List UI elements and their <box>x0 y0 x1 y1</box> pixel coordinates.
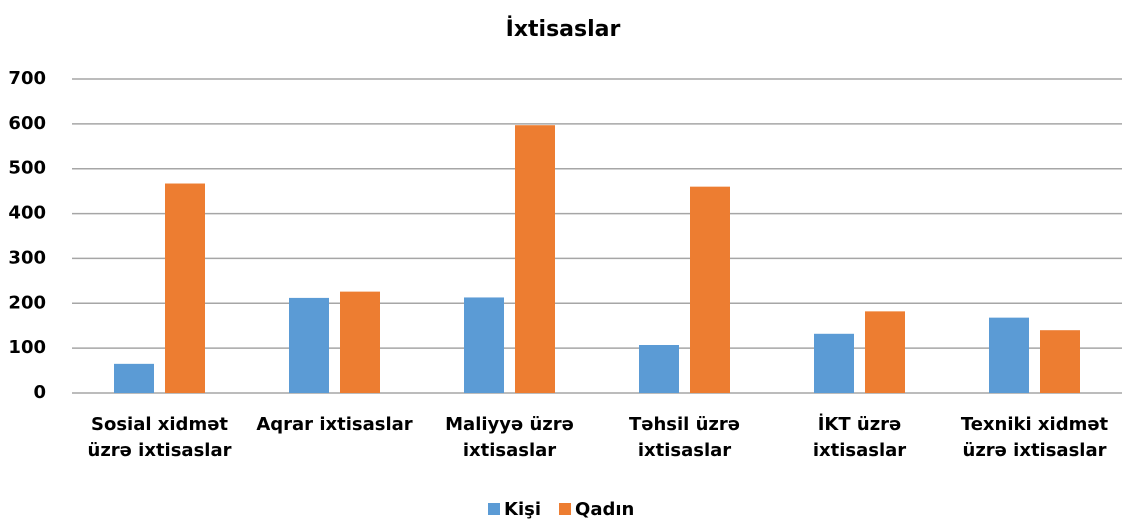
x-tick-label: Təhsil üzrə ixtisaslar <box>629 414 740 461</box>
x-tick-label: Maliyyə üzrə ixtisaslar <box>445 414 574 461</box>
x-tick-label: Aqrar ixtisaslar <box>256 414 413 435</box>
bar <box>165 183 205 393</box>
bar <box>865 311 905 393</box>
legend-swatch <box>559 503 572 515</box>
bar <box>1040 330 1080 393</box>
bar <box>114 363 154 393</box>
y-tick-label: 400 <box>8 203 46 224</box>
bar <box>989 317 1029 393</box>
y-tick-label: 0 <box>33 382 46 403</box>
x-tick-label: Sosial xidmət üzrə ixtisaslar <box>87 414 232 461</box>
bar <box>814 333 854 393</box>
bar <box>690 186 730 393</box>
legend-label: Qadın <box>575 499 634 520</box>
y-tick-label: 300 <box>8 247 46 268</box>
bar <box>515 125 555 394</box>
y-tick-label: 100 <box>8 337 46 358</box>
y-tick-label: 600 <box>8 113 46 134</box>
chart-title: İxtisaslar <box>506 16 621 42</box>
bar <box>289 297 329 393</box>
x-tick-label: Texniki xidmət üzrə ixtisaslar <box>960 414 1109 461</box>
legend-swatch <box>488 503 500 515</box>
bar <box>639 345 679 393</box>
y-tick-label: 200 <box>8 292 46 313</box>
x-tick-label: İKT üzrə ixtisaslar <box>812 414 907 461</box>
legend-label: Kişi <box>504 499 541 520</box>
y-tick-label: 700 <box>8 68 46 89</box>
bar <box>340 291 380 393</box>
y-tick-label: 500 <box>8 158 46 179</box>
bar <box>464 297 504 393</box>
